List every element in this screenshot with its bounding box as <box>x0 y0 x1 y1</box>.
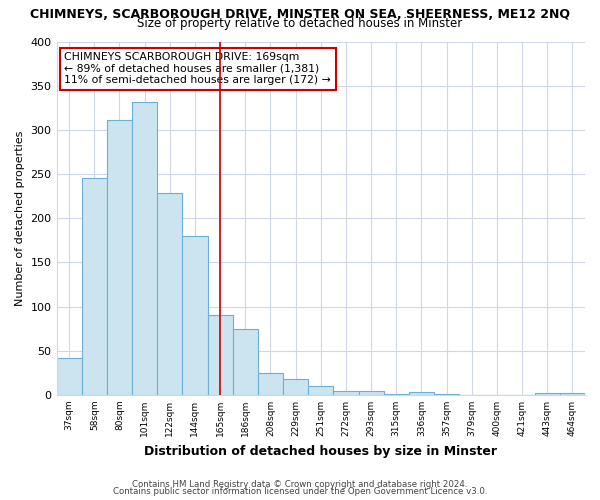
Text: Size of property relative to detached houses in Minster: Size of property relative to detached ho… <box>137 18 463 30</box>
Text: Contains HM Land Registry data © Crown copyright and database right 2024.: Contains HM Land Registry data © Crown c… <box>132 480 468 489</box>
Y-axis label: Number of detached properties: Number of detached properties <box>15 130 25 306</box>
Bar <box>334 390 359 395</box>
Bar <box>283 379 308 395</box>
Text: Contains public sector information licensed under the Open Government Licence v3: Contains public sector information licen… <box>113 487 487 496</box>
Bar <box>535 393 560 395</box>
Bar <box>434 394 459 395</box>
Bar <box>208 316 233 395</box>
Bar <box>359 390 383 395</box>
Bar <box>308 386 334 395</box>
Bar <box>233 328 258 395</box>
Bar <box>132 102 157 395</box>
Bar <box>157 194 182 395</box>
Bar <box>258 373 283 395</box>
Text: CHIMNEYS SCARBOROUGH DRIVE: 169sqm
← 89% of detached houses are smaller (1,381)
: CHIMNEYS SCARBOROUGH DRIVE: 169sqm ← 89%… <box>64 52 331 86</box>
Bar <box>107 120 132 395</box>
Bar <box>82 178 107 395</box>
Bar <box>56 358 82 395</box>
Text: CHIMNEYS, SCARBOROUGH DRIVE, MINSTER ON SEA, SHEERNESS, ME12 2NQ: CHIMNEYS, SCARBOROUGH DRIVE, MINSTER ON … <box>30 8 570 20</box>
Bar <box>560 393 585 395</box>
X-axis label: Distribution of detached houses by size in Minster: Distribution of detached houses by size … <box>144 444 497 458</box>
Bar <box>409 392 434 395</box>
Bar <box>383 394 409 395</box>
Bar <box>182 236 208 395</box>
